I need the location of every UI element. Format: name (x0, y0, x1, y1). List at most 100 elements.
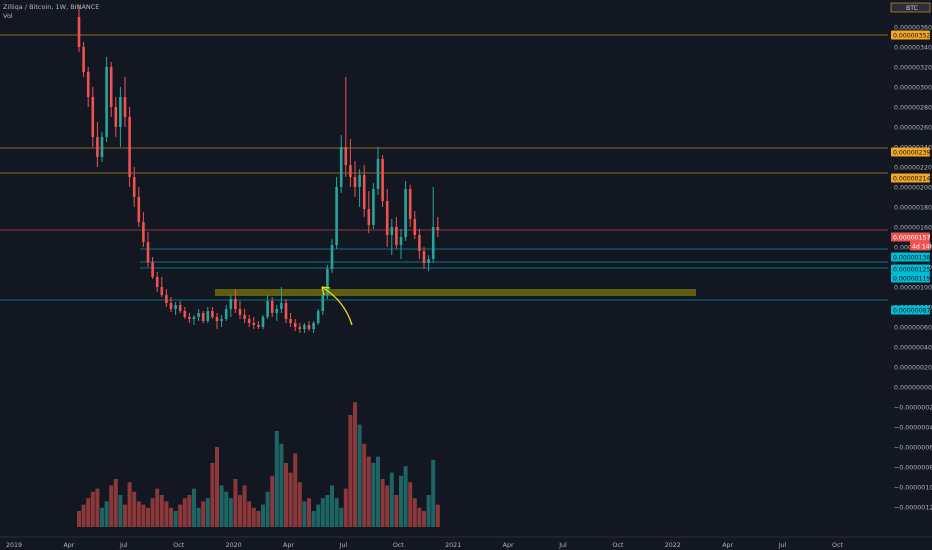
volume-bar (435, 504, 440, 527)
candle-body (252, 323, 256, 325)
volume-bar (182, 498, 187, 527)
volume-bar (109, 485, 114, 527)
volume-bar (339, 507, 344, 527)
candle-body (201, 313, 205, 321)
candle-body (413, 219, 417, 235)
volume-bar (297, 482, 302, 527)
volume-bar (187, 495, 192, 527)
volume-bar (320, 498, 325, 527)
volume-bar (201, 501, 206, 527)
candle-body (155, 277, 159, 287)
price-tick-label: 0.00000320 (894, 65, 932, 72)
price-tag-text: 0.00000157 (893, 234, 930, 241)
volume-bar (376, 456, 380, 527)
price-tag-bg (891, 147, 930, 157)
volume-bar (357, 424, 362, 527)
price-tick-label: 0.00000060 (894, 325, 932, 332)
volume-bar (95, 488, 100, 527)
price-axis[interactable]: 0.00000360 0.00000340 0.00000320 0.00000300… (894, 25, 932, 512)
price-tick-label: 0.00000000 (894, 385, 932, 392)
volume-indicator-label[interactable]: Vol (3, 12, 13, 20)
time-tick-label: 2020 (226, 542, 242, 549)
volume-bar (426, 495, 431, 527)
candle-body (128, 117, 131, 177)
volume-bar (380, 479, 385, 527)
price-tick-label: 0.00000280 (894, 105, 932, 112)
volume-bar (371, 463, 376, 527)
time-tick-label: 2022 (665, 542, 681, 549)
volume-bar (279, 443, 284, 527)
time-tick-label: Jul (339, 542, 348, 549)
price-tick-label: −0.00000080 (894, 465, 932, 472)
time-tick-label: Apr (722, 542, 733, 549)
candle-body (215, 317, 219, 321)
volume-bar (422, 511, 426, 527)
volume-bar (330, 485, 334, 527)
volume-bar (233, 479, 238, 527)
price-tag-text: 0.00000119 (893, 275, 930, 282)
volume-bar (366, 456, 371, 527)
candle-body (77, 17, 81, 47)
candle-body (431, 227, 435, 259)
chart-header: Zilliqa / Bitcoin, 1W, BINANCE Vol (3, 3, 99, 21)
volume-bar (173, 511, 178, 527)
candle-body (376, 159, 380, 189)
volume-bar (123, 504, 127, 527)
candle-body (385, 201, 389, 235)
price-tag-text: 0.00000239 (893, 149, 930, 156)
volume-bar (394, 495, 399, 527)
candle-body (293, 323, 297, 327)
candle-body (307, 325, 311, 329)
price-tag-bg (891, 264, 930, 274)
candle-body (169, 303, 173, 309)
annotation-arrow-head (321, 286, 331, 296)
volume-bar (228, 498, 233, 527)
candle-body (335, 187, 338, 245)
candle-body (137, 197, 141, 222)
candle-body (82, 47, 85, 72)
symbol-title[interactable]: Zilliqa / Bitcoin, 1W, BINANCE (3, 3, 100, 11)
candle-body (266, 301, 269, 317)
volume-bar (288, 472, 293, 527)
candle-body (270, 301, 274, 313)
volume-bar (399, 475, 403, 527)
volume-bar (210, 463, 215, 527)
volume-bar (90, 491, 95, 527)
time-tick-label: Oct (393, 542, 404, 549)
price-tick-label: 0.00000360 (894, 25, 932, 32)
price-tag-text: 0.00000087 (893, 307, 930, 314)
volume-bar (389, 472, 394, 527)
price-tag-text: 0.00000125 (893, 266, 930, 273)
volume-bars-layer (77, 402, 440, 527)
time-tick-label: Oct (612, 542, 623, 549)
price-tag-bg (891, 232, 930, 242)
candle-body (257, 325, 260, 327)
candle-body (312, 323, 315, 329)
volume-bar (316, 504, 321, 527)
time-axis[interactable]: 2019 Apr Jul Oct 2020 Apr Jul Oct 2021 Apr Jul Oct 2… (0, 536, 932, 549)
candle-body (339, 147, 343, 187)
candle-body (132, 177, 136, 197)
volume-bar (247, 501, 252, 527)
volume-bar (348, 415, 353, 527)
candle-body (381, 159, 384, 201)
price-tags-layer: 0.00000352 0.00000239 0.00000214 0.00000157… (890, 2, 932, 315)
volume-bar (265, 491, 270, 527)
volume-bar (146, 507, 150, 527)
volume-bar (164, 501, 169, 527)
candle-body (284, 303, 288, 319)
volume-bar (302, 501, 307, 527)
volume-bar (100, 507, 104, 527)
volume-bar (127, 482, 132, 527)
candle-body (192, 317, 196, 319)
candle-body (238, 309, 242, 315)
candle-body (427, 259, 430, 263)
volume-bar (343, 488, 348, 527)
time-tick-label: Apr (503, 542, 514, 549)
candle-body (229, 299, 233, 309)
volume-bar (270, 475, 275, 527)
time-tick-label: 2019 (6, 542, 22, 549)
candle-body (316, 311, 320, 323)
price-tick-label: −0.00000100 (894, 485, 932, 492)
